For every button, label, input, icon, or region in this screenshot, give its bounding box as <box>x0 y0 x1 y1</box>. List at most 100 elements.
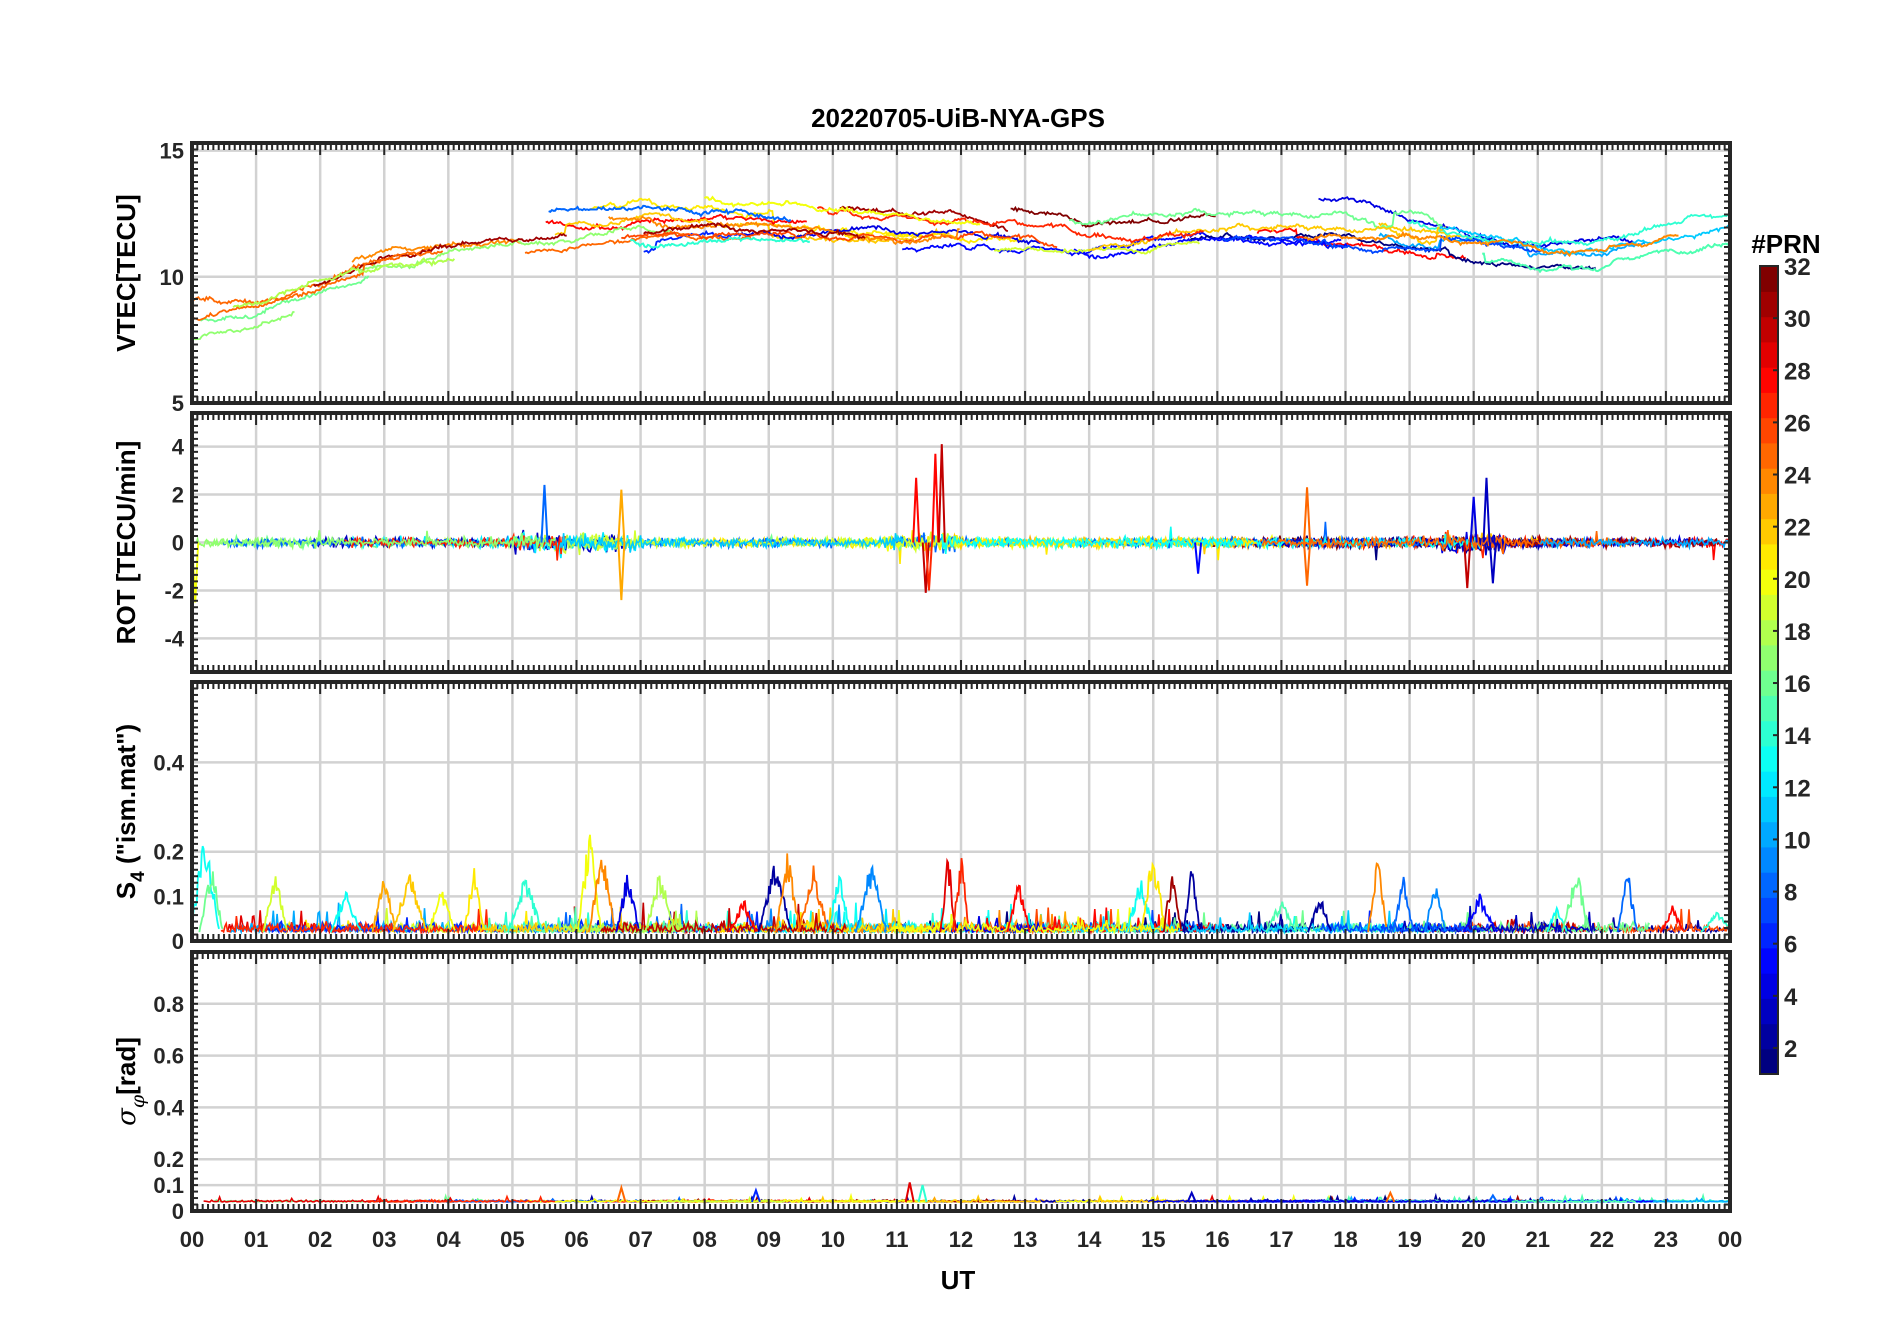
s4-peak <box>855 863 887 933</box>
s4-peak <box>728 899 758 933</box>
y-tick-label: 4 <box>172 435 185 460</box>
sigma-track <box>1147 1198 1512 1203</box>
colorbar-tick-label: 4 <box>1784 984 1798 1011</box>
vtec-track <box>1088 222 1447 251</box>
rot-spike <box>540 484 549 543</box>
colorbar-tick-label: 10 <box>1784 827 1811 854</box>
x-tick-label: 21 <box>1526 1227 1550 1252</box>
colorbar-tick-label: 20 <box>1784 567 1811 594</box>
colorbar-segment <box>1760 291 1778 318</box>
rot-spike <box>912 477 921 543</box>
colorbar-segment <box>1760 973 1778 999</box>
colorbar-segment <box>1760 670 1778 696</box>
x-tick-label: 00 <box>180 1227 204 1252</box>
colorbar-tick-label: 12 <box>1784 775 1811 802</box>
colorbar-segment <box>1760 594 1778 621</box>
x-tick-label: 03 <box>372 1227 396 1252</box>
s4-peak <box>1182 871 1201 933</box>
rot-spike <box>924 542 933 591</box>
panel-rot-series <box>192 444 1730 603</box>
vtec-track <box>1010 205 1216 228</box>
colorbar-segment <box>1760 266 1778 292</box>
s4-peak <box>757 865 792 933</box>
x-tick-label: 08 <box>692 1227 716 1252</box>
s4-peak <box>1660 905 1684 933</box>
s4-track <box>1059 910 1438 935</box>
panel-sigma-series <box>203 1182 1730 1204</box>
vtec-track <box>548 204 792 223</box>
colorbar-segment <box>1760 518 1778 545</box>
s4-peak <box>371 880 397 933</box>
vtec-track <box>608 215 960 246</box>
x-tick-label: 10 <box>821 1227 845 1252</box>
y-tick-label: 5 <box>172 391 184 416</box>
colorbar-segment <box>1760 543 1778 570</box>
colorbar-segment <box>1760 720 1778 747</box>
s4-peak <box>1546 905 1568 933</box>
x-tick-label: 07 <box>628 1227 652 1252</box>
panel-frame <box>190 950 1732 1213</box>
s4-peak <box>1462 893 1498 933</box>
colorbar-segment <box>1760 367 1778 393</box>
colorbar-tick-label: 16 <box>1784 671 1811 698</box>
s4-peak <box>1140 861 1166 933</box>
s4-peak <box>1006 884 1031 933</box>
s4-peak <box>587 859 616 933</box>
s4-peak <box>826 874 852 933</box>
colorbar-frame <box>1759 265 1779 1075</box>
s4-peak <box>939 857 957 933</box>
panel-sigma: 00.10.2 0.4 0.6 0.8σφ[rad] 00 01 02 03 04 05 06 07 0… <box>111 950 1742 1252</box>
s4-track <box>266 911 437 935</box>
x-tick-label: 15 <box>1141 1227 1165 1252</box>
colorbar-tick-label: 24 <box>1784 463 1811 490</box>
s4-peak <box>644 875 675 933</box>
colorbar-segment <box>1760 846 1778 873</box>
s4-peak <box>576 834 602 933</box>
s4-peak <box>1162 876 1182 933</box>
rot-spike <box>1303 542 1312 586</box>
s4-peak <box>615 874 640 933</box>
colorbar-tick-label: 6 <box>1784 932 1797 959</box>
s4-peak <box>1392 876 1415 933</box>
x-tick-label: 04 <box>436 1227 461 1252</box>
x-tick-label: 18 <box>1333 1227 1357 1252</box>
x-tick-label: 00 <box>1718 1227 1742 1252</box>
sigma-peak <box>917 1184 928 1203</box>
panel-s4: 0 0.1 0.2 0.4S4 ("ism.mat") <box>111 680 1732 954</box>
vtec-track <box>192 247 433 306</box>
s4-peak <box>391 874 428 933</box>
rot-spike <box>617 542 626 601</box>
s4-peak <box>1367 862 1388 933</box>
colorbar-segment <box>1760 1023 1778 1050</box>
colorbar-segment <box>1760 821 1778 848</box>
colorbar-tick-label: 32 <box>1784 254 1811 281</box>
vtec-track <box>629 235 810 249</box>
x-tick-label: 13 <box>1013 1227 1037 1252</box>
y-tick-label: 0 <box>172 1199 184 1224</box>
panel-vtec: 5 10 15 VTEC[TECU] <box>111 139 1732 416</box>
y-tick-label: -2 <box>164 578 184 603</box>
colorbar-tick-label: 22 <box>1784 515 1811 542</box>
vtec-track <box>192 250 444 322</box>
y-tick-label: 0.1 <box>153 1173 184 1198</box>
panel-frame <box>190 680 1732 943</box>
x-tick-label: 22 <box>1590 1227 1614 1252</box>
vtec-track <box>621 230 1058 249</box>
sigma-track <box>653 1195 786 1203</box>
s4-track <box>890 907 1181 935</box>
rot-spike <box>1482 477 1491 543</box>
s4-track <box>744 904 912 935</box>
colorbar-segment <box>1760 569 1778 595</box>
y-tick-label: -4 <box>164 626 184 651</box>
s4-peak <box>262 876 288 933</box>
rot-spike <box>937 444 946 543</box>
y-tick-label: 0 <box>172 929 184 954</box>
rot-track <box>1540 535 1730 551</box>
colorbar-segment <box>1760 771 1778 797</box>
rot-spike <box>1469 496 1478 543</box>
vtec-track <box>816 206 1204 244</box>
vtec-track <box>232 257 455 309</box>
sigma-track <box>367 1194 556 1204</box>
